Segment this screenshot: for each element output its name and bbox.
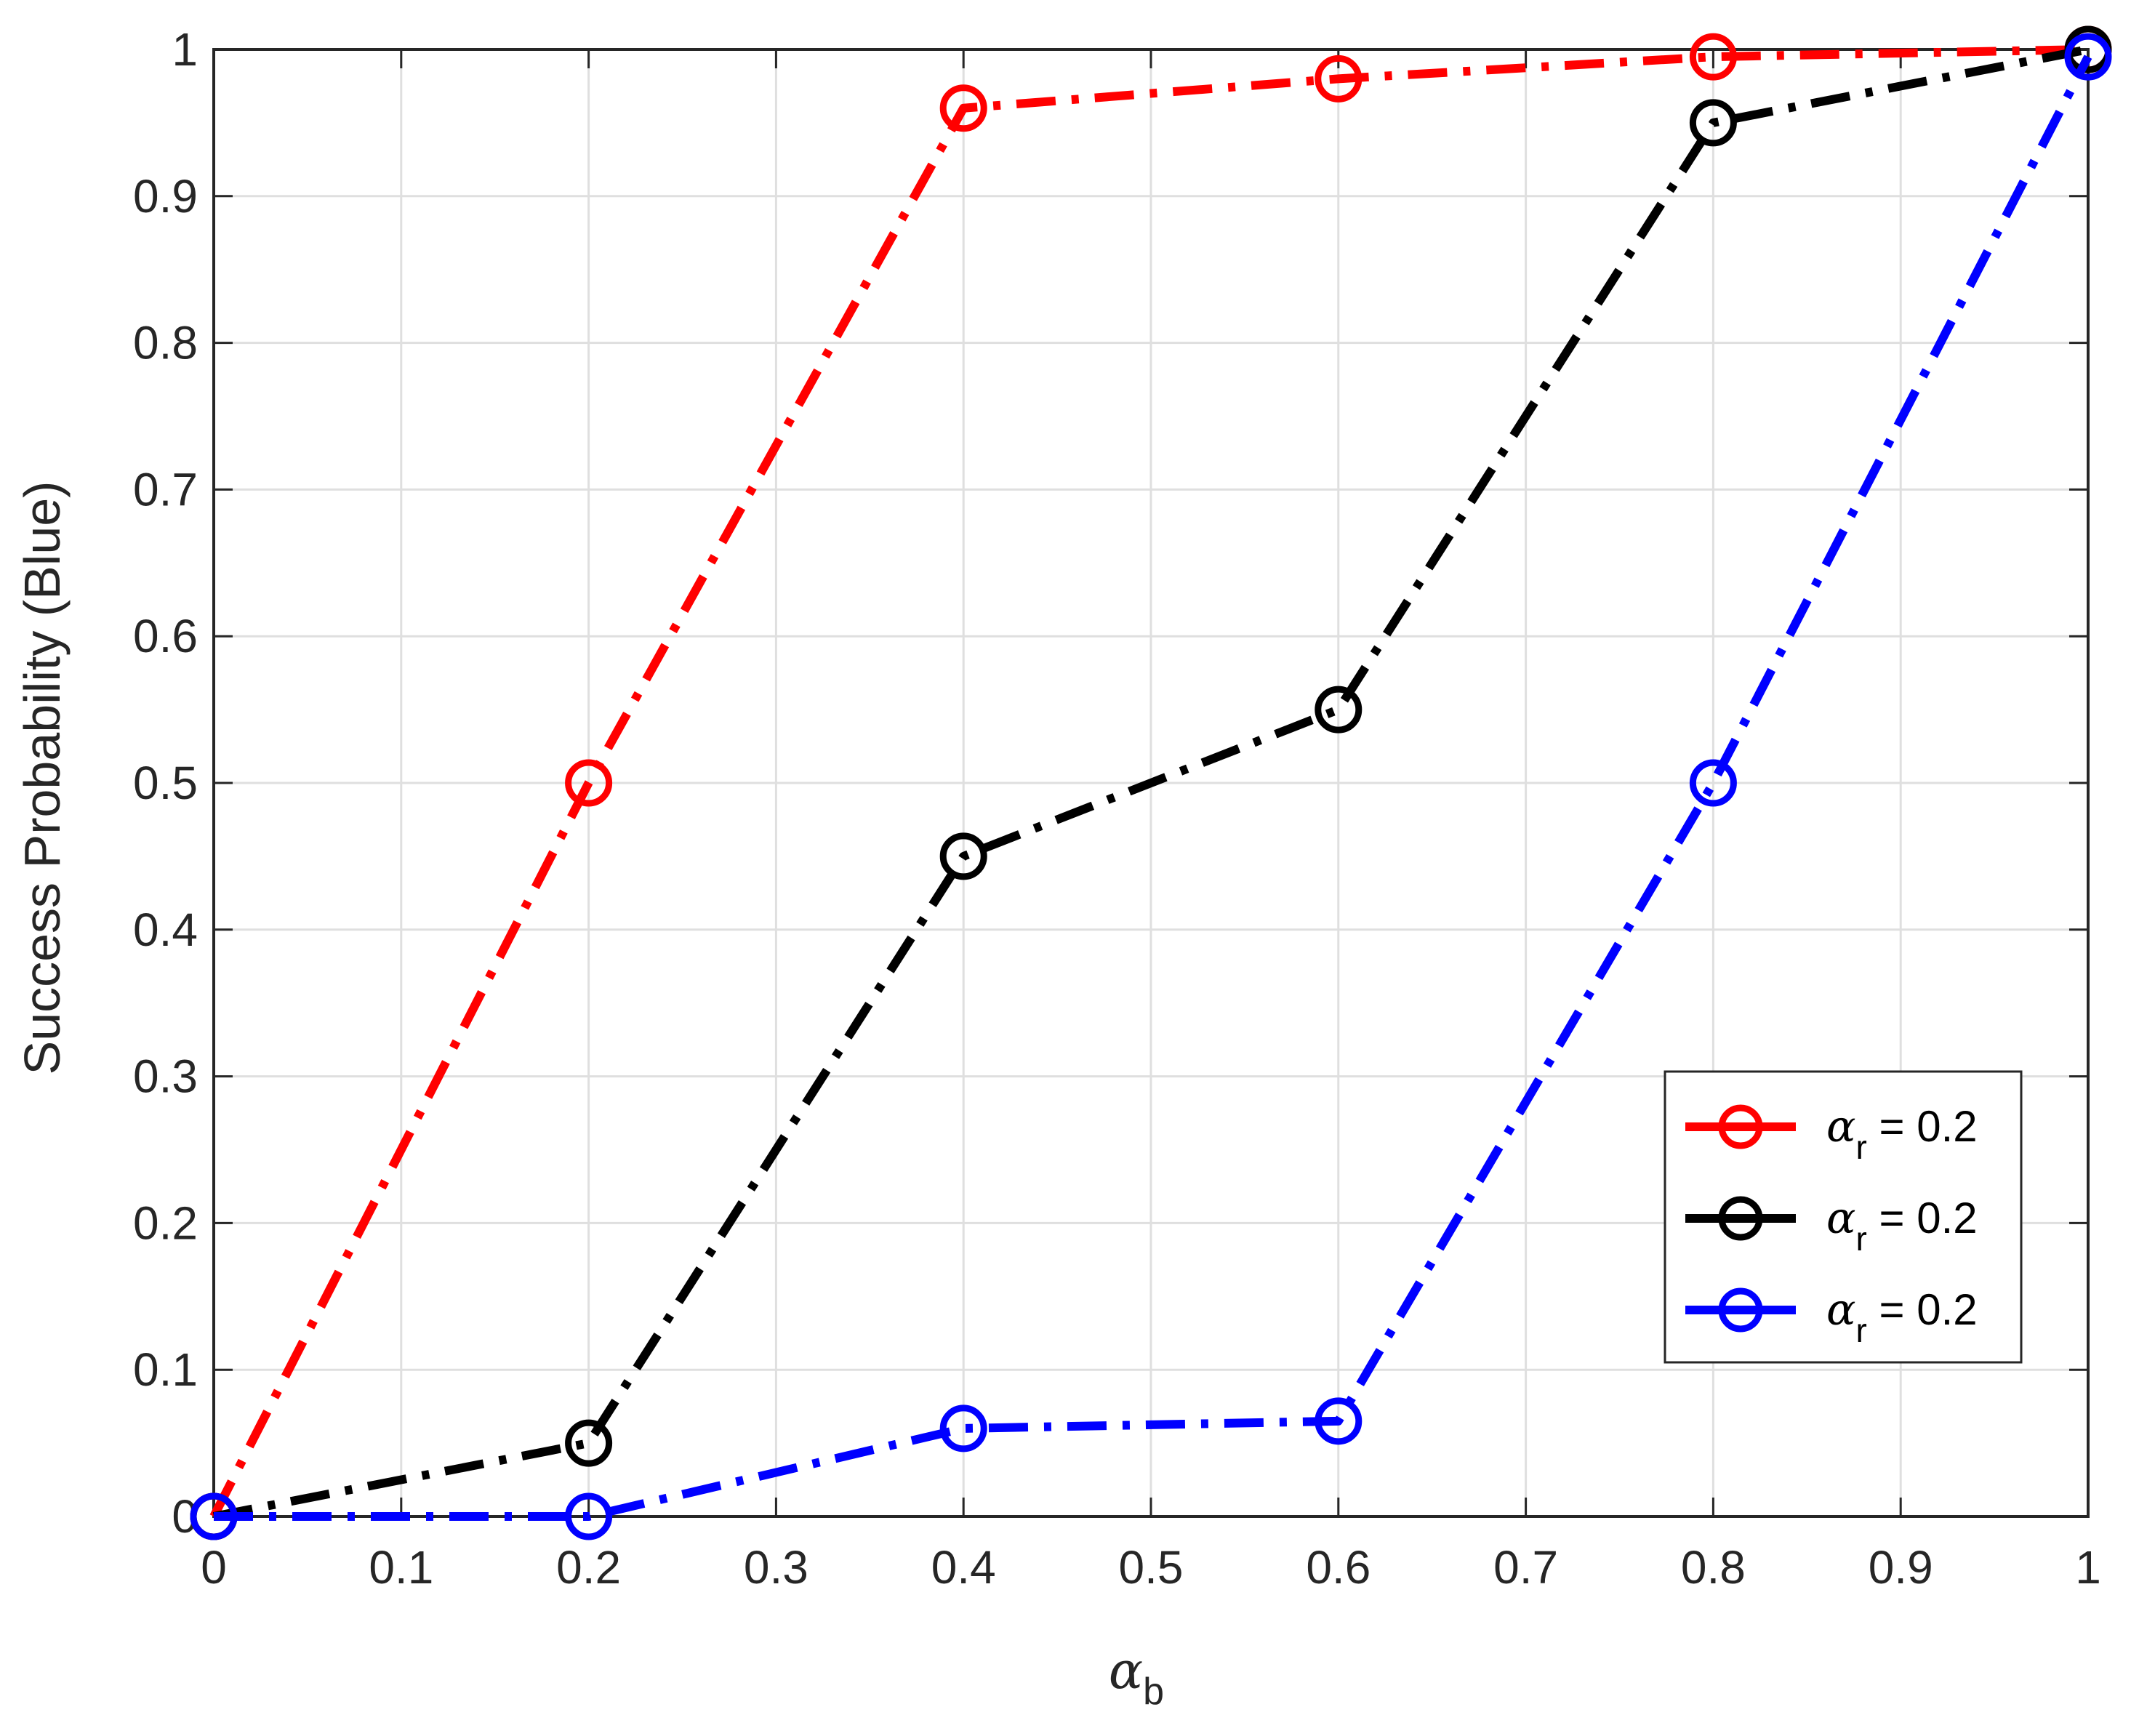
legend-label-symbol: α <box>1826 1285 1856 1335</box>
legend: αr = 0.2αr = 0.2αr = 0.2 <box>1664 1070 2023 1364</box>
data-point <box>190 1492 238 1540</box>
data-point <box>565 1419 613 1467</box>
legend-entry: αr = 0.2 <box>1685 1193 1978 1258</box>
legend-entry: αr = 0.2 <box>1685 1285 1978 1349</box>
y-axis-title: Success Probability (Blue) <box>14 481 71 1075</box>
series-line <box>214 55 2092 1521</box>
legend-label-symbol: α <box>1826 1101 1856 1152</box>
y-tick-label: 0.5 <box>133 757 198 809</box>
legend-label-value: = 0.2 <box>1867 1285 1978 1334</box>
series-line <box>209 45 2089 1519</box>
legend-swatch-marker <box>1718 1104 1763 1149</box>
x-axis-title-symbol: α <box>1109 1641 1143 1700</box>
legend-label: αr = 0.2 <box>1826 1285 1978 1349</box>
data-point <box>1315 686 1363 734</box>
series-layer <box>190 25 2112 1540</box>
x-tick-label: 0.6 <box>1306 1541 1371 1594</box>
data-point <box>939 84 987 132</box>
y-tick-label: 0.7 <box>133 463 198 515</box>
x-axis-title: αb <box>1109 1641 1164 1713</box>
legend-label-subscript: r <box>1856 1128 1867 1166</box>
data-point <box>1315 1397 1363 1445</box>
x-axis-ticks: 0 0.1 0.2 0.3 0.4 0.5 0.6 0.7 0.8 0.9 1 <box>201 49 2101 1594</box>
x-tick-label: 0.7 <box>1493 1541 1558 1594</box>
legend-label-value: = 0.2 <box>1867 1102 1978 1151</box>
x-tick-label: 0.5 <box>1119 1541 1184 1594</box>
y-tick-label: 0.4 <box>133 904 198 956</box>
x-tick-label: 0 <box>201 1541 227 1594</box>
x-tick-label: 1 <box>2075 1541 2101 1594</box>
legend-swatch-marker <box>1718 1287 1763 1333</box>
y-tick-label: 0.2 <box>133 1197 198 1249</box>
data-point <box>1315 55 1363 103</box>
data-point <box>939 1405 987 1452</box>
legend-label-value: = 0.2 <box>1867 1194 1978 1242</box>
x-tick-label: 0.3 <box>744 1541 808 1594</box>
data-point <box>2064 33 2112 81</box>
y-axis-ticks: 00.10.20.30.40.50.60.70.80.91 <box>133 23 2088 1543</box>
legend-label-subscript: r <box>1856 1311 1867 1349</box>
legend-label: αr = 0.2 <box>1826 1193 1978 1258</box>
data-point <box>565 759 613 807</box>
x-tick-label: 0.1 <box>369 1541 433 1594</box>
series-line <box>212 45 2090 1521</box>
y-tick-label: 0.9 <box>133 170 198 222</box>
x-tick-label: 0.2 <box>556 1541 621 1594</box>
legend-swatch-marker <box>1718 1196 1763 1241</box>
x-tick-label: 0.4 <box>931 1541 996 1594</box>
y-tick-label: 0.8 <box>133 317 198 369</box>
legend-label-symbol: α <box>1826 1193 1856 1244</box>
y-tick-label: 0.3 <box>133 1050 198 1103</box>
y-tick-label: 0.6 <box>133 610 198 662</box>
x-tick-label: 0.8 <box>1681 1541 1746 1594</box>
y-tick-label: 1 <box>172 23 198 76</box>
y-tick-label: 0.1 <box>133 1343 198 1396</box>
x-axis-title-subscript: b <box>1143 1671 1164 1713</box>
data-point <box>565 1492 613 1540</box>
series-3 <box>190 33 2112 1540</box>
data-point <box>1689 759 1737 807</box>
x-tick-label: 0.9 <box>1869 1541 1933 1594</box>
legend-label: αr = 0.2 <box>1826 1101 1978 1166</box>
legend-label-subscript: r <box>1856 1220 1867 1258</box>
legend-entry: αr = 0.2 <box>1685 1101 1978 1166</box>
data-point <box>1689 99 1737 147</box>
data-point <box>1689 33 1737 81</box>
data-point <box>939 832 987 880</box>
